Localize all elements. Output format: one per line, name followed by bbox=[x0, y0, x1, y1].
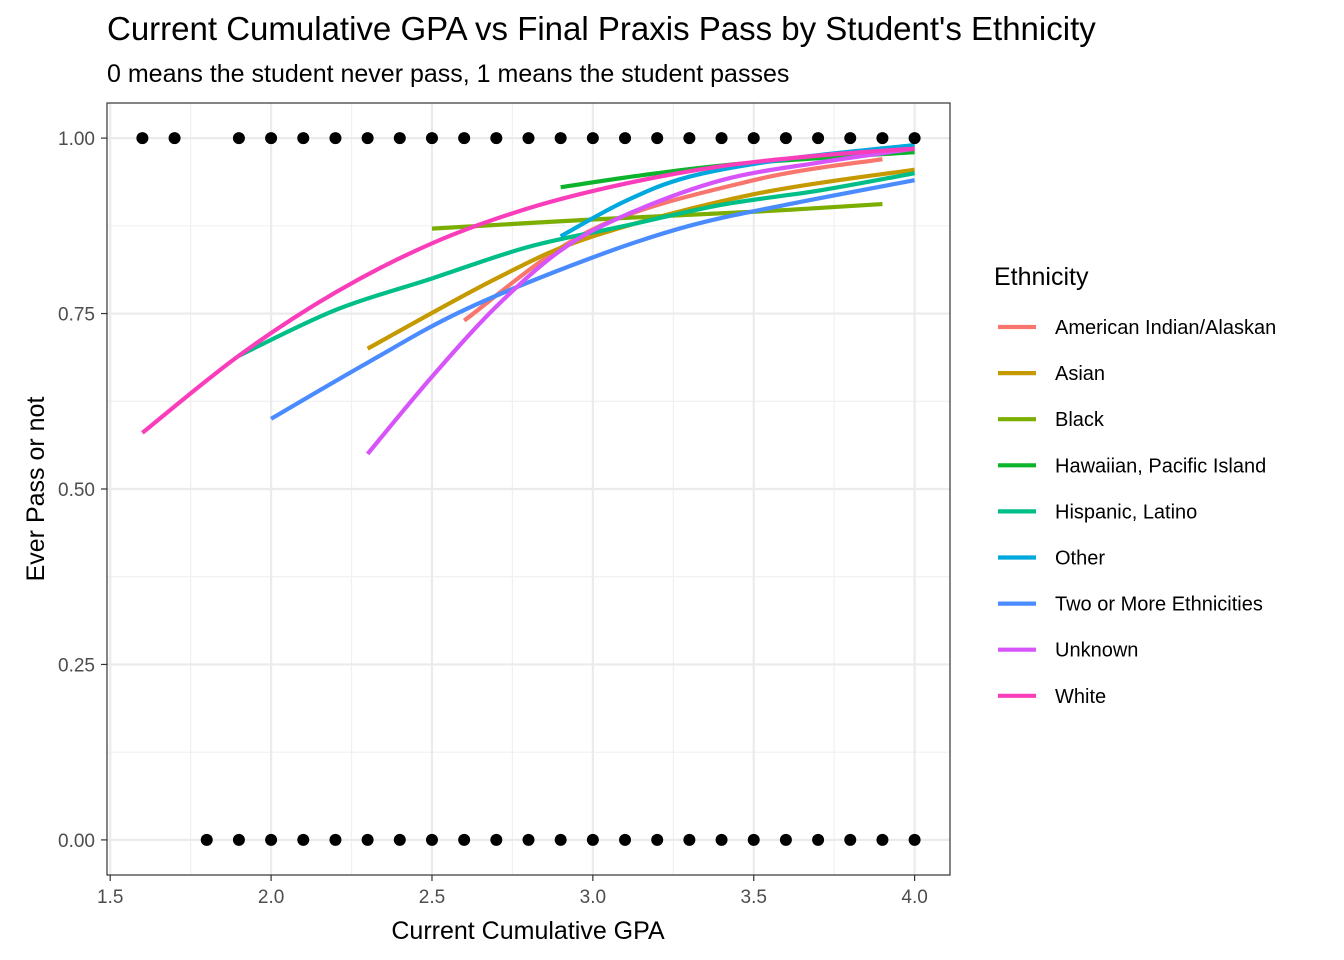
data-point-pass bbox=[715, 132, 728, 145]
x-tick-label: 3.0 bbox=[580, 887, 606, 908]
data-point-pass bbox=[908, 132, 921, 145]
legend-item-two-or-more-ethnicities: Two or More Ethnicities bbox=[998, 594, 1263, 616]
data-point-no-pass bbox=[779, 833, 792, 846]
legend-item-hispanic-latino: Hispanic, Latino bbox=[998, 501, 1197, 523]
x-tick-label: 1.5 bbox=[97, 887, 123, 908]
data-point-no-pass bbox=[458, 833, 471, 846]
x-tick-label: 2.0 bbox=[258, 887, 284, 908]
grid-major bbox=[107, 103, 950, 875]
data-point-no-pass bbox=[876, 833, 889, 846]
data-point-pass bbox=[554, 132, 567, 145]
data-point-no-pass bbox=[522, 833, 535, 846]
data-point-no-pass bbox=[393, 833, 406, 846]
data-point-no-pass bbox=[586, 833, 599, 846]
data-point-no-pass bbox=[297, 833, 310, 846]
series-line-two-or-more-ethnicities bbox=[270, 178, 916, 421]
data-point-no-pass bbox=[844, 833, 857, 846]
data-point-no-pass bbox=[683, 833, 696, 846]
data-point-no-pass bbox=[361, 833, 374, 846]
y-tick-label: 0.25 bbox=[58, 655, 95, 676]
data-point-pass bbox=[232, 132, 245, 145]
series-line-unknown bbox=[366, 146, 915, 456]
data-point-pass bbox=[619, 132, 632, 145]
series-line-hispanic-latino bbox=[238, 171, 915, 358]
data-point-pass bbox=[297, 132, 310, 145]
legend-label: American Indian/Alaskan bbox=[1055, 317, 1276, 339]
legend-label: Other bbox=[1055, 548, 1105, 570]
data-point-pass bbox=[651, 132, 664, 145]
y-axis: 0.00 0.25 0.50 0.75 1.00 bbox=[58, 129, 107, 852]
series-line-american-indian-alaskan bbox=[462, 157, 883, 323]
points-layer bbox=[136, 132, 921, 846]
legend-label: Hispanic, Latino bbox=[1055, 501, 1197, 523]
y-tick-label: 0.00 bbox=[58, 831, 95, 852]
data-point-no-pass bbox=[554, 833, 567, 846]
data-point-pass bbox=[747, 132, 760, 145]
data-point-pass bbox=[329, 132, 342, 145]
legend-label: Unknown bbox=[1055, 640, 1138, 662]
x-axis-title: Current Cumulative GPA bbox=[391, 917, 665, 945]
data-point-pass bbox=[425, 132, 438, 145]
legend-item-unknown: Unknown bbox=[998, 640, 1138, 662]
legend-label: Asian bbox=[1055, 363, 1105, 385]
legend-item-hawaiian-pacific-island: Hawaiian, Pacific Island bbox=[998, 455, 1266, 477]
data-point-no-pass bbox=[651, 833, 664, 846]
x-tick-label: 3.5 bbox=[741, 887, 767, 908]
data-point-pass bbox=[586, 132, 599, 145]
y-tick-label: 1.00 bbox=[58, 129, 95, 150]
data-point-pass bbox=[136, 132, 149, 145]
data-point-no-pass bbox=[490, 833, 503, 846]
data-point-no-pass bbox=[747, 833, 760, 846]
data-point-pass bbox=[876, 132, 889, 145]
data-point-no-pass bbox=[619, 833, 632, 846]
data-point-pass bbox=[393, 132, 406, 145]
x-tick-label: 2.5 bbox=[419, 887, 445, 908]
legend-item-american-indian-alaskan: American Indian/Alaskan bbox=[998, 317, 1276, 339]
x-axis: 1.5 2.0 2.5 3.0 3.5 4.0 bbox=[97, 875, 928, 908]
legend-label: Two or More Ethnicities bbox=[1055, 594, 1263, 616]
data-point-pass bbox=[683, 132, 696, 145]
series-line-white bbox=[141, 146, 915, 435]
legend-item-black: Black bbox=[998, 409, 1105, 431]
data-point-pass bbox=[490, 132, 503, 145]
chart-subtitle: 0 means the student never pass, 1 means … bbox=[107, 60, 789, 88]
legend-item-white: White bbox=[998, 686, 1106, 708]
data-point-no-pass bbox=[425, 833, 438, 846]
legend: American Indian/Alaskan Asian Black Hawaiia… bbox=[998, 317, 1276, 708]
y-axis-title: Ever Pass or not bbox=[22, 397, 50, 582]
data-point-no-pass bbox=[329, 833, 342, 846]
data-point-no-pass bbox=[715, 833, 728, 846]
data-point-pass bbox=[522, 132, 535, 145]
data-point-pass bbox=[779, 132, 792, 145]
legend-item-other: Other bbox=[998, 548, 1105, 570]
data-point-no-pass bbox=[265, 833, 278, 846]
data-point-pass bbox=[265, 132, 278, 145]
data-point-pass bbox=[361, 132, 374, 145]
data-point-no-pass bbox=[908, 833, 921, 846]
data-point-pass bbox=[458, 132, 471, 145]
legend-label: Hawaiian, Pacific Island bbox=[1055, 455, 1266, 477]
legend-label: White bbox=[1055, 686, 1106, 708]
data-point-pass bbox=[844, 132, 857, 145]
legend-title: Ethnicity bbox=[994, 263, 1089, 291]
y-tick-label: 0.50 bbox=[58, 480, 95, 501]
x-tick-label: 4.0 bbox=[901, 887, 927, 908]
series-layer bbox=[141, 143, 916, 456]
chart-title: Current Cumulative GPA vs Final Praxis P… bbox=[107, 10, 1096, 47]
legend-label: Black bbox=[1055, 409, 1105, 431]
data-point-pass bbox=[168, 132, 181, 145]
data-point-no-pass bbox=[812, 833, 825, 846]
series-line-asian bbox=[366, 167, 915, 351]
data-point-pass bbox=[812, 132, 825, 145]
y-tick-label: 0.75 bbox=[58, 305, 95, 326]
data-point-no-pass bbox=[200, 833, 213, 846]
legend-item-asian: Asian bbox=[998, 363, 1105, 385]
data-point-no-pass bbox=[232, 833, 245, 846]
